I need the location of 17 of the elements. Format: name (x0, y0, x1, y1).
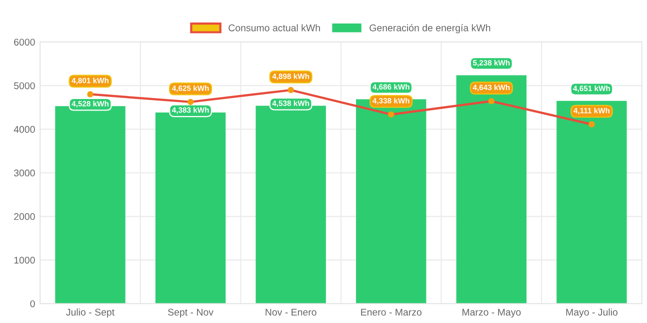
y-tick-label: 1000 (14, 256, 35, 264)
y-tick-label: 5000 (14, 82, 35, 90)
x-tick-label: Nov - Enero (266, 308, 316, 316)
x-tick-label: Enero - Marzo (361, 308, 422, 316)
legend-label: Consumo actual kWh (228, 24, 320, 32)
x-tick-label: Mayo - Julio (566, 308, 618, 318)
y-tick-label: 2000 (14, 213, 35, 220)
bar (456, 75, 526, 304)
y-tick-label: 6000 (14, 38, 35, 46)
x-tick-label: Sept - Nov (168, 308, 214, 318)
bar (556, 100, 627, 304)
y-tick-label: 3000 (14, 170, 35, 176)
x-tick-label: Julio - Sept (66, 308, 115, 318)
legend-label: Generación de energía kWh (370, 24, 490, 34)
y-tick-label: 4000 (14, 126, 35, 133)
y-tick-label: 0 (30, 300, 35, 308)
x-tick-label: Marzo - Mayo (462, 308, 521, 318)
